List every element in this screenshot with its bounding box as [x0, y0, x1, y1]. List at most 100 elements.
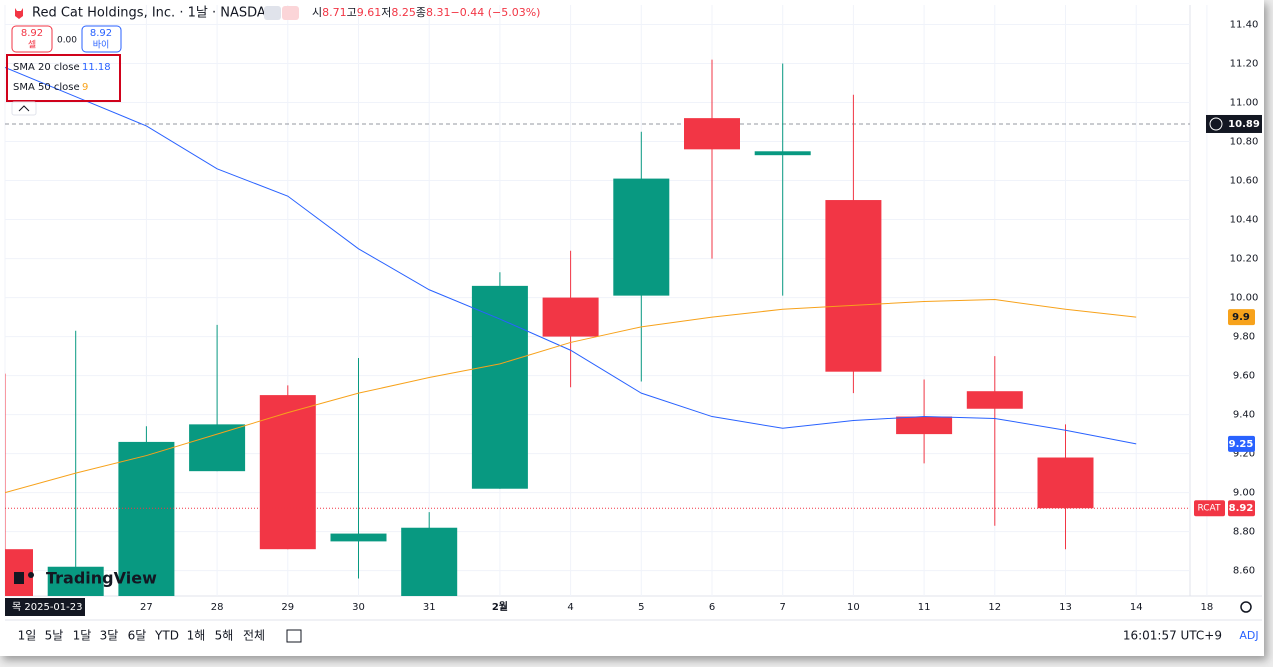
candle-body	[966, 391, 1023, 409]
last-price: 8.92	[1229, 503, 1254, 514]
candle-body	[189, 424, 246, 472]
x-tick-label: 6	[709, 602, 715, 613]
legend-highlight	[6, 54, 121, 102]
chevron	[18, 105, 30, 112]
chart: 8.60 8.80 9.00 9.20 9.40 9.60 9.80 10.00 10.20 10…	[4, 5, 1262, 643]
x-tick-label: 13	[1059, 602, 1072, 613]
candle-body	[754, 151, 811, 156]
range-button[interactable]: 6달	[128, 629, 147, 643]
collapse-button[interactable]	[264, 6, 281, 20]
settings-icon[interactable]	[1240, 601, 1252, 613]
x-tick-label: 27	[140, 602, 153, 613]
brand-dot	[28, 572, 34, 578]
x-tick-label: 29	[281, 602, 294, 613]
ohlc-label: 저	[381, 6, 391, 19]
ohlc: 시8.71고9.61저8.25종8.31−0.44 (−5.03%)	[312, 6, 540, 19]
price-label-box	[1228, 309, 1255, 326]
y-tick-label: 10.80	[1230, 137, 1259, 148]
x-tick-label: 5	[638, 602, 644, 613]
y-tick-label: 10.40	[1230, 215, 1259, 226]
ohlc-value: 8.25	[391, 6, 416, 19]
ohlc-value: 9.61	[357, 6, 382, 19]
price-label: 9.9	[1232, 312, 1250, 323]
candle-body	[825, 200, 882, 372]
ohlc-value: 8.71	[322, 6, 347, 19]
legend-toggle[interactable]	[11, 101, 37, 116]
y-tick-label: 9.00	[1233, 488, 1255, 499]
legend-name: SMA 50 close	[13, 82, 80, 93]
x-tick-label: 10	[847, 602, 860, 613]
range-button[interactable]: 5날	[45, 629, 64, 643]
y-tick-label: 11.20	[1230, 59, 1259, 70]
y-tick-label: 10.00	[1230, 293, 1259, 304]
sma-line	[5, 299, 1137, 494]
candle-body	[471, 285, 528, 489]
y-tick-label: 8.60	[1233, 566, 1255, 577]
symbol-title: Red Cat Holdings, Inc. · 1날 · NASDAQ	[32, 6, 276, 21]
crosshair-date: 목 2025-01-23	[12, 601, 83, 613]
buy-price: 8.92	[90, 28, 112, 39]
sell-button[interactable]	[11, 25, 53, 53]
adj-button[interactable]: ADJ	[1239, 629, 1258, 642]
candle-body	[613, 178, 670, 296]
y-tick-label: 8.80	[1233, 527, 1255, 538]
candle-body	[401, 527, 458, 596]
sell-price: 8.92	[21, 28, 43, 39]
candle-body	[896, 416, 953, 435]
candle-body	[684, 118, 740, 150]
y-tick-label: 10.20	[1230, 254, 1259, 265]
x-tick-label: 11	[918, 602, 931, 613]
ohlc-label: 종	[416, 6, 426, 19]
x-tick-label: 28	[211, 602, 224, 613]
range-button[interactable]: 1달	[73, 629, 92, 643]
x-tick-label: 4	[567, 602, 573, 613]
buy-label: 바이	[93, 40, 110, 51]
ohlc-label: 고	[347, 6, 357, 19]
screen: 8.60 8.80 9.00 9.20 9.40 9.60 9.80 10.00 10.20 10…	[0, 0, 1264, 656]
x-tick-label: 12	[988, 602, 1001, 613]
compare-button[interactable]	[282, 6, 299, 20]
last-price-box	[1228, 500, 1255, 517]
y-tick-label: 9.80	[1233, 332, 1255, 343]
range-button[interactable]: YTD	[154, 629, 179, 643]
clock: 16:01:57 UTC+9	[1123, 629, 1222, 643]
y-tick-label: 9.40	[1233, 410, 1255, 421]
ohlc-change: −0.44 (−5.03%)	[451, 6, 541, 19]
ohlc-label: 시	[312, 6, 322, 19]
candle-body	[118, 441, 175, 596]
buy-button[interactable]	[81, 25, 122, 53]
plot	[5, 59, 1190, 596]
range-button[interactable]: 1해	[187, 629, 206, 643]
x-tick-label: 30	[352, 602, 365, 613]
sma-line	[5, 66, 1137, 445]
range-button[interactable]: 전체	[243, 629, 265, 643]
calendar-icon[interactable]	[286, 629, 302, 643]
x-tick-label: 18	[1201, 602, 1214, 613]
price-label: 9.25	[1229, 439, 1254, 450]
candle-body	[259, 395, 316, 550]
x-tick-label: 31	[423, 602, 436, 613]
x-tick-label: 14	[1130, 602, 1143, 613]
x-tick-label: 2월	[492, 601, 508, 613]
price-label-box	[1228, 435, 1255, 452]
y-tick-label: 9.20	[1233, 449, 1255, 460]
candle-body	[330, 533, 387, 542]
legend-name: SMA 20 close	[13, 62, 80, 73]
y-tick-label: 10.60	[1230, 176, 1259, 187]
sell-label: 셀	[28, 40, 36, 51]
x-tick-label: 7	[780, 602, 786, 613]
y-tick-label: 11.00	[1230, 98, 1259, 109]
range-button[interactable]: 1일	[18, 629, 37, 643]
ticker: RCAT	[1197, 504, 1221, 514]
ticker-box	[1194, 500, 1225, 517]
logo-icon	[15, 8, 23, 19]
range-button[interactable]: 3달	[100, 629, 119, 643]
candle-body	[47, 566, 104, 596]
spread: 0.00	[57, 36, 77, 46]
range-button[interactable]: 5해	[215, 629, 234, 643]
ohlc-value: 8.31	[426, 6, 451, 19]
y-tick-label: 11.40	[1230, 20, 1259, 31]
overlay: Red Cat Holdings, Inc. · 1날 · NASDAQ 시8.…	[5, 6, 1262, 643]
crosshair-price: 10.89	[1228, 119, 1260, 130]
legend-value: 9	[82, 82, 88, 93]
